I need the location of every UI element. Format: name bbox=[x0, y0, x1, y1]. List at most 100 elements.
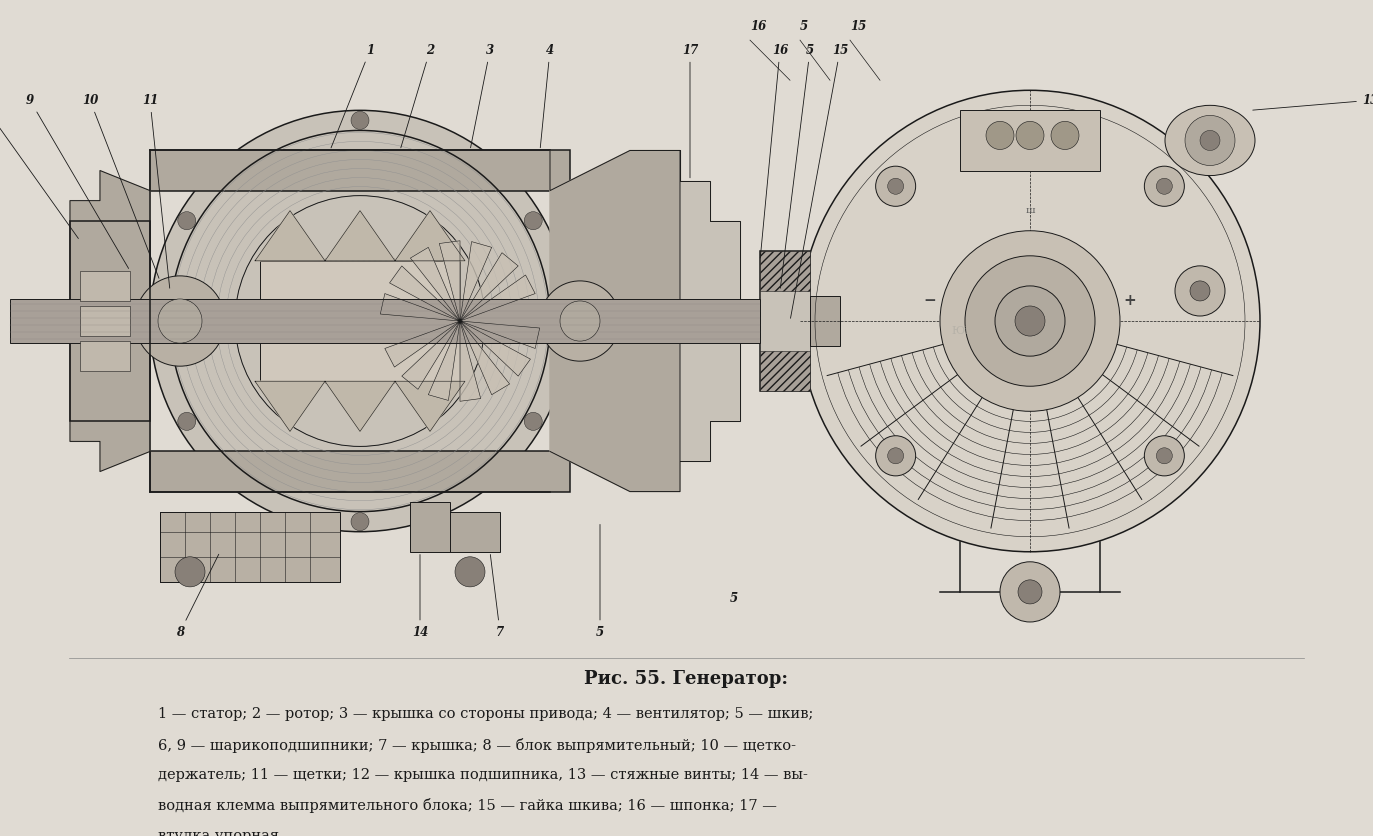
Text: 2: 2 bbox=[401, 43, 434, 148]
Circle shape bbox=[1050, 121, 1079, 150]
Text: Рис. 55. Генератор:: Рис. 55. Генератор: bbox=[585, 670, 788, 689]
Text: 14: 14 bbox=[412, 554, 428, 639]
Polygon shape bbox=[411, 247, 460, 321]
Text: 16: 16 bbox=[750, 20, 766, 33]
Bar bbox=[259, 261, 460, 381]
Ellipse shape bbox=[1166, 105, 1255, 176]
Polygon shape bbox=[680, 150, 740, 461]
Ellipse shape bbox=[290, 256, 430, 306]
Text: 16: 16 bbox=[761, 43, 788, 258]
Polygon shape bbox=[460, 321, 481, 401]
Ellipse shape bbox=[290, 336, 430, 386]
Bar bbox=[10, 299, 761, 343]
Polygon shape bbox=[551, 150, 680, 492]
Circle shape bbox=[351, 512, 369, 531]
Polygon shape bbox=[460, 321, 509, 395]
Text: 5: 5 bbox=[596, 524, 604, 639]
Polygon shape bbox=[460, 321, 540, 349]
Bar bbox=[80, 306, 130, 336]
Circle shape bbox=[1185, 115, 1234, 166]
Bar bbox=[810, 296, 840, 346]
Bar bbox=[761, 291, 810, 351]
Text: втулка упорная: втулка упорная bbox=[158, 828, 279, 836]
Text: 5: 5 bbox=[780, 43, 814, 288]
Circle shape bbox=[1200, 130, 1221, 150]
Polygon shape bbox=[460, 252, 518, 321]
Text: 9: 9 bbox=[26, 94, 129, 268]
Circle shape bbox=[540, 281, 621, 361]
Circle shape bbox=[995, 286, 1065, 356]
Circle shape bbox=[158, 299, 202, 343]
Text: 1: 1 bbox=[331, 43, 373, 148]
Circle shape bbox=[135, 276, 225, 366]
Polygon shape bbox=[70, 150, 150, 472]
Circle shape bbox=[560, 301, 600, 341]
Text: 10: 10 bbox=[82, 94, 159, 278]
Circle shape bbox=[986, 121, 1015, 150]
Circle shape bbox=[1156, 178, 1173, 194]
Circle shape bbox=[876, 166, 916, 206]
Circle shape bbox=[177, 412, 196, 431]
Circle shape bbox=[174, 557, 205, 587]
Circle shape bbox=[876, 436, 916, 476]
Circle shape bbox=[524, 212, 542, 230]
Polygon shape bbox=[460, 275, 535, 321]
Text: 7: 7 bbox=[490, 554, 504, 639]
Text: +: + bbox=[1123, 293, 1137, 308]
Bar bbox=[70, 221, 150, 421]
Bar bbox=[411, 502, 450, 552]
Circle shape bbox=[150, 110, 570, 532]
Circle shape bbox=[454, 557, 485, 587]
Text: 12: 12 bbox=[0, 94, 78, 238]
Bar bbox=[70, 221, 150, 421]
Bar bbox=[960, 110, 1100, 171]
Circle shape bbox=[351, 111, 369, 130]
Text: 8: 8 bbox=[176, 554, 218, 639]
Text: 6, 9 — шарикоподшипники; 7 — крышка; 8 — блок выпрямительный; 10 — щетко-: 6, 9 — шарикоподшипники; 7 — крышка; 8 —… bbox=[158, 737, 796, 752]
Text: 15: 15 bbox=[791, 43, 849, 319]
Bar bbox=[761, 251, 810, 391]
Circle shape bbox=[888, 178, 903, 194]
Text: 15: 15 bbox=[850, 20, 866, 33]
Text: Ш: Ш bbox=[1026, 206, 1035, 215]
Polygon shape bbox=[460, 321, 530, 376]
Text: 5: 5 bbox=[800, 20, 809, 33]
Circle shape bbox=[800, 90, 1260, 552]
Text: 1 — статор; 2 — ротор; 3 — крышка со стороны привода; 4 — вентилятор; 5 — шкив;: 1 — статор; 2 — ротор; 3 — крышка со сто… bbox=[158, 707, 813, 721]
Bar bbox=[439, 512, 500, 552]
Circle shape bbox=[1016, 121, 1043, 150]
Circle shape bbox=[1144, 436, 1185, 476]
Text: водная клемма выпрямительного блока; 15 — гайка шкива; 16 — шпонка; 17 —: водная клемма выпрямительного блока; 15 … bbox=[158, 798, 777, 813]
Bar bbox=[161, 512, 341, 582]
Polygon shape bbox=[390, 266, 460, 321]
Text: 17: 17 bbox=[682, 43, 697, 178]
Bar bbox=[150, 451, 570, 492]
Circle shape bbox=[1190, 281, 1210, 301]
Polygon shape bbox=[325, 211, 395, 261]
Text: 13: 13 bbox=[1252, 94, 1373, 110]
Polygon shape bbox=[402, 321, 460, 390]
Circle shape bbox=[965, 256, 1096, 386]
Circle shape bbox=[1144, 166, 1185, 206]
Circle shape bbox=[888, 448, 903, 464]
Text: 4: 4 bbox=[541, 43, 555, 148]
Bar bbox=[150, 150, 570, 191]
Circle shape bbox=[1015, 306, 1045, 336]
Circle shape bbox=[1156, 448, 1173, 464]
Circle shape bbox=[177, 212, 196, 230]
Text: 11: 11 bbox=[141, 94, 170, 288]
Polygon shape bbox=[395, 381, 465, 431]
Polygon shape bbox=[255, 211, 325, 261]
Polygon shape bbox=[380, 293, 460, 321]
Bar bbox=[80, 341, 130, 371]
Circle shape bbox=[1175, 266, 1225, 316]
Circle shape bbox=[1000, 562, 1060, 622]
Polygon shape bbox=[325, 381, 395, 431]
Polygon shape bbox=[255, 381, 325, 431]
Bar bbox=[761, 251, 810, 391]
Text: Юi: Юi bbox=[951, 326, 968, 336]
Polygon shape bbox=[460, 242, 492, 321]
Circle shape bbox=[524, 412, 542, 431]
Circle shape bbox=[1017, 580, 1042, 604]
Bar bbox=[161, 512, 220, 552]
